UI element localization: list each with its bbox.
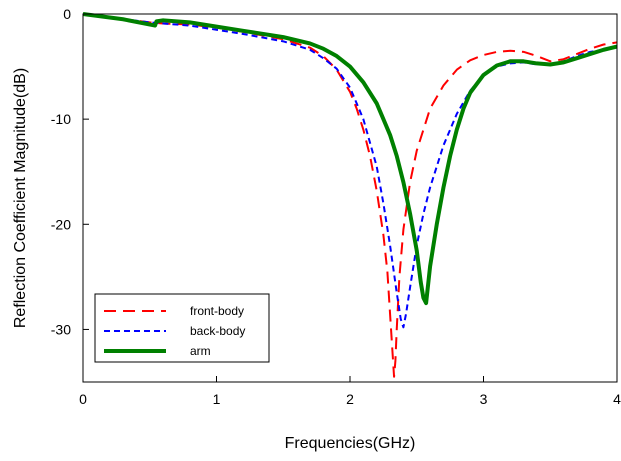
x-tick-label: 4 [613, 391, 621, 407]
ticks-layer: 0 1 2 3 4 0 -10 -20 -30 [51, 6, 621, 407]
series-line-front-body [82, 13, 618, 378]
y-axis-label: Reflection Coefficient Magnitude(dB) [12, 68, 29, 328]
y-tick-label: 0 [63, 6, 71, 22]
legend-label-front-body: front-body [190, 304, 244, 318]
legend-label-arm: arm [190, 344, 211, 358]
legend: front-body back-body arm [94, 293, 270, 363]
x-axis-label: Frequencies(GHz) [285, 435, 416, 452]
x-tick-label: 1 [213, 391, 221, 407]
series-line-arm [82, 12, 618, 306]
x-tick-label: 2 [346, 391, 354, 407]
y-tick-label: -20 [51, 216, 71, 232]
y-tick-label: -10 [51, 111, 71, 127]
x-tick-label: 0 [79, 391, 87, 407]
x-tick-label: 3 [480, 391, 488, 407]
legend-label-back-body: back-body [190, 324, 245, 338]
series-layer [82, 12, 618, 378]
series-line-back-body [82, 13, 618, 329]
y-tick-label: -30 [51, 321, 71, 337]
